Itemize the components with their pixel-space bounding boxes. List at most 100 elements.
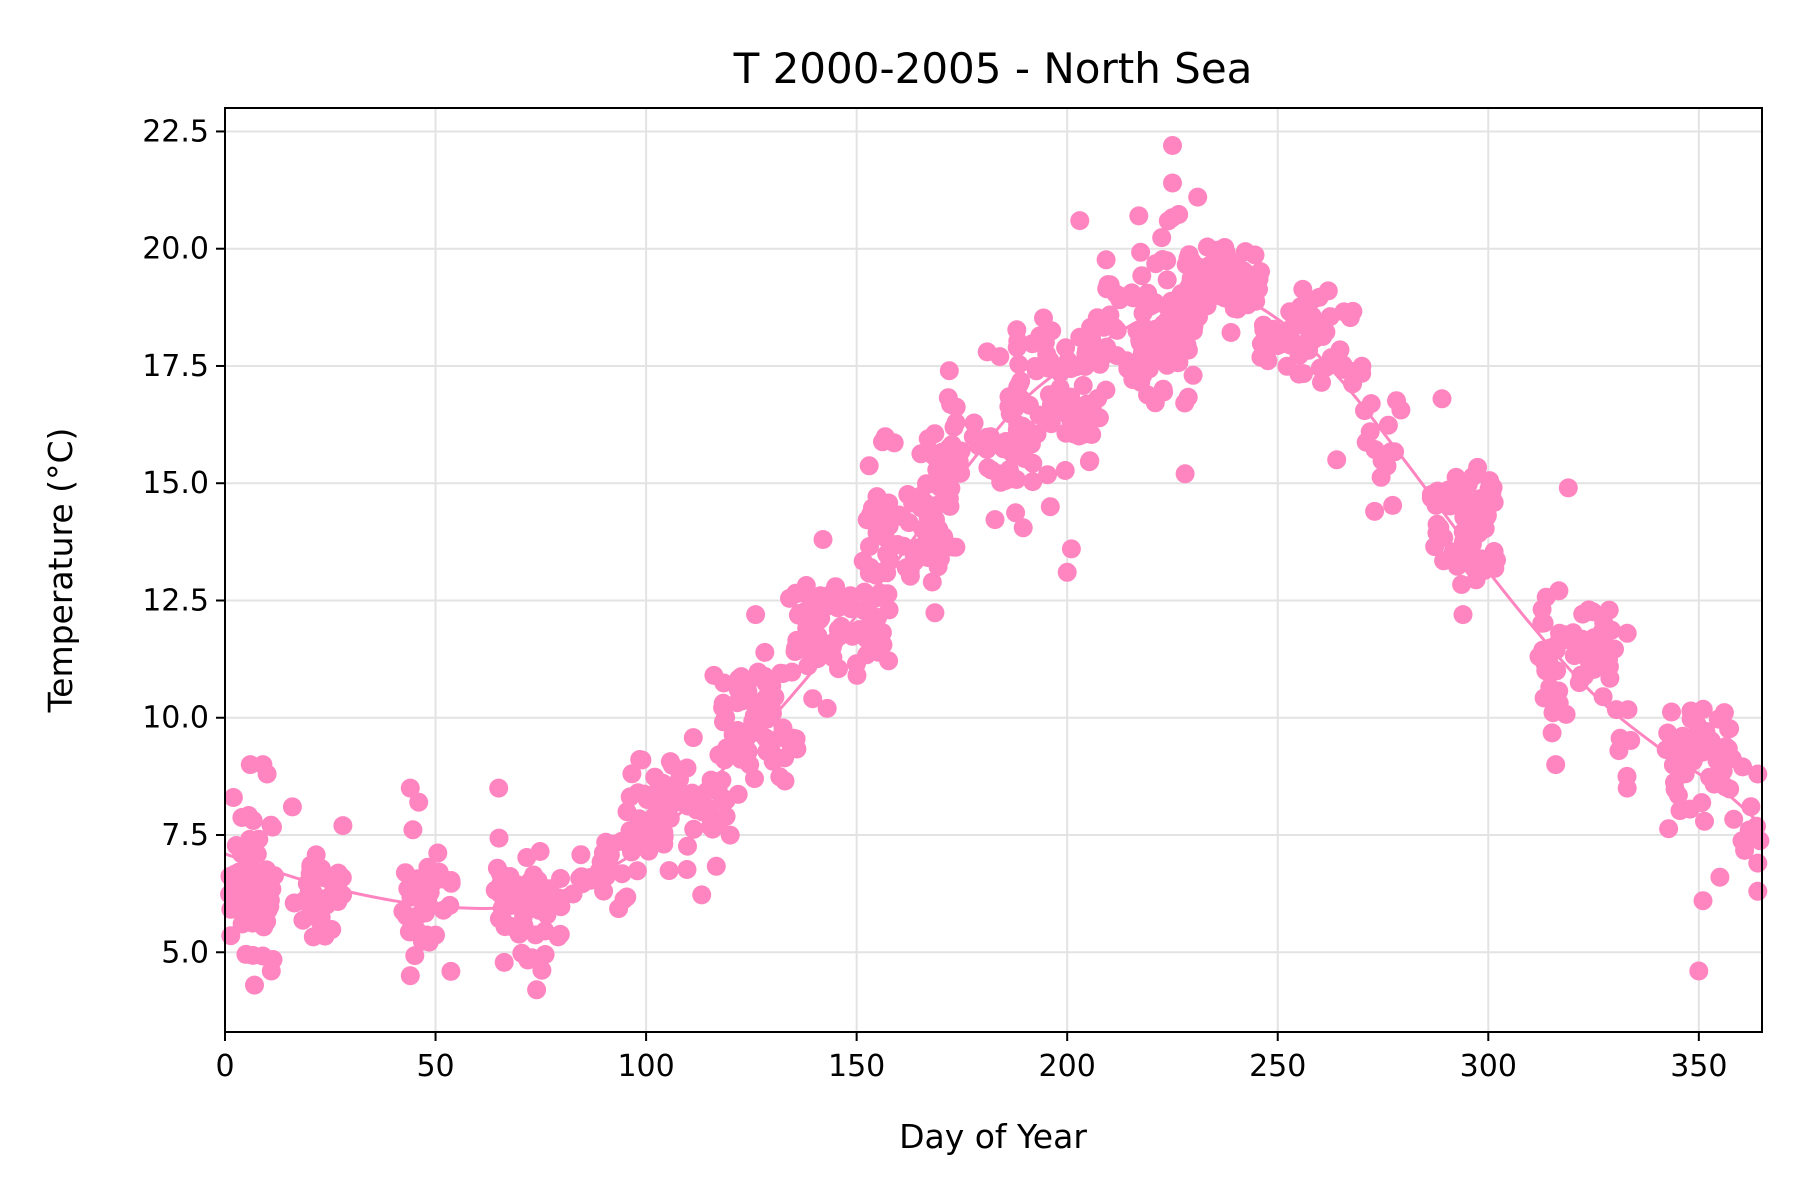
data-point	[856, 629, 876, 648]
data-point	[1460, 492, 1479, 512]
data-point	[1088, 389, 1108, 408]
data-point	[1034, 308, 1053, 328]
data-point	[489, 778, 509, 798]
data-point	[245, 975, 264, 995]
data-point	[1157, 355, 1177, 375]
data-point	[1680, 799, 1700, 819]
data-point	[1387, 391, 1406, 411]
data-point	[261, 961, 281, 981]
data-point	[1249, 269, 1269, 289]
data-point	[1610, 728, 1630, 748]
data-point	[627, 861, 647, 881]
data-point	[232, 914, 252, 934]
data-point	[867, 487, 887, 507]
data-point	[1055, 461, 1075, 480]
data-point	[712, 770, 732, 790]
x-tick-label: 100	[617, 1049, 674, 1084]
x-tick-label: 0	[215, 1049, 234, 1084]
data-point	[1080, 410, 1100, 429]
data-point	[1453, 605, 1473, 625]
x-axis-title: Day of Year	[899, 1117, 1087, 1156]
data-point	[1538, 651, 1558, 670]
data-point	[951, 441, 971, 461]
data-point	[1378, 415, 1398, 435]
data-point	[428, 843, 448, 863]
x-axis: 0 50 100 150 200 250 300 350	[215, 1032, 1727, 1084]
data-point	[1724, 809, 1744, 829]
data-point	[1693, 891, 1713, 911]
data-point	[1696, 722, 1716, 741]
data-point	[684, 819, 704, 839]
data-point	[939, 361, 959, 381]
data-point	[659, 861, 679, 881]
data-point	[1035, 332, 1055, 352]
data-point	[1040, 350, 1060, 370]
data-point	[530, 842, 550, 861]
data-point	[1719, 719, 1739, 739]
data-point	[1594, 632, 1614, 652]
data-point	[1695, 736, 1715, 755]
data-point	[1096, 250, 1116, 270]
data-point	[1593, 687, 1613, 707]
x-tick-label: 50	[416, 1049, 454, 1084]
data-point	[239, 806, 259, 825]
data-point	[645, 767, 665, 787]
data-point	[1036, 409, 1056, 429]
data-point	[1007, 338, 1027, 357]
data-point	[1070, 211, 1090, 231]
data-point	[1106, 284, 1126, 304]
data-point	[1157, 270, 1177, 290]
data-point	[1163, 136, 1182, 155]
data-point	[1025, 357, 1045, 376]
data-point	[677, 860, 697, 879]
data-point	[1695, 811, 1714, 831]
grid-lines	[224, 108, 1762, 1032]
data-point	[846, 654, 866, 674]
data-point	[494, 952, 514, 972]
data-point	[1297, 302, 1316, 322]
data-point	[782, 662, 802, 682]
data-point	[1534, 688, 1554, 708]
data-point	[1298, 331, 1318, 351]
data-point	[1549, 681, 1569, 701]
data-point	[1714, 703, 1734, 723]
data-point	[225, 864, 245, 884]
data-point	[898, 485, 918, 504]
data-point	[248, 897, 268, 917]
data-point	[1748, 853, 1768, 873]
data-point	[875, 427, 895, 447]
data-point	[402, 917, 422, 937]
data-point	[930, 549, 950, 569]
data-point	[692, 885, 712, 905]
data-point	[609, 899, 629, 919]
data-point	[1047, 385, 1067, 405]
data-point	[328, 892, 348, 911]
data-point	[697, 782, 717, 801]
data-point	[1733, 757, 1753, 777]
y-tick-label: 17.5	[142, 349, 209, 384]
data-point	[311, 908, 331, 927]
y-tick-label: 12.5	[142, 583, 209, 618]
data-point	[1013, 518, 1033, 538]
data-point	[780, 588, 799, 608]
y-tick-label: 22.5	[142, 114, 209, 149]
data-point	[418, 857, 438, 877]
data-point	[333, 816, 353, 836]
data-point	[649, 810, 669, 830]
data-point	[1181, 268, 1201, 288]
data-point	[660, 752, 680, 772]
data-point	[301, 855, 321, 875]
data-point	[1061, 539, 1081, 559]
data-point	[964, 413, 984, 433]
data-point	[1658, 723, 1678, 743]
data-point	[978, 458, 998, 478]
data-point	[1258, 351, 1278, 371]
data-point	[261, 815, 281, 835]
data-point	[738, 682, 758, 702]
data-point	[1018, 429, 1038, 449]
data-point	[1163, 173, 1182, 193]
data-point	[1600, 668, 1620, 688]
plot-frame	[224, 107, 1763, 1033]
data-point	[1142, 333, 1162, 353]
